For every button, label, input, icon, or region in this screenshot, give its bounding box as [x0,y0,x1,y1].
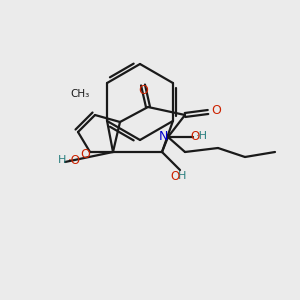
Text: O: O [190,130,200,142]
Text: ·H: ·H [196,131,208,141]
Text: O: O [80,148,90,161]
Text: N: N [158,130,168,142]
Text: ·O: ·O [68,154,80,166]
Text: O: O [170,169,180,182]
Text: H: H [58,155,66,165]
Text: H: H [178,171,186,181]
Text: O: O [211,103,221,116]
Text: O: O [138,85,148,98]
Text: CH₃: CH₃ [70,89,89,99]
